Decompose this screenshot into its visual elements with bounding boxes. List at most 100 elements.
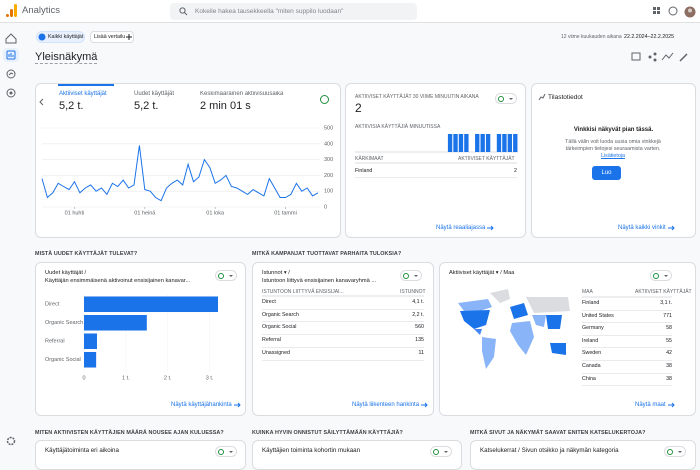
column-header: KÄRKIMAAT — [355, 156, 384, 162]
arrow — [487, 225, 495, 231]
row-divider — [262, 321, 424, 323]
row-divider — [582, 347, 672, 349]
row-label: Canada — [582, 363, 601, 369]
section-heading: MITEN AKTIIVISTEN KÄYTTÄJIEN MÄÄRÄ NOUSE… — [35, 430, 224, 436]
insights-card — [531, 83, 696, 238]
top-icons[interactable] — [652, 6, 696, 18]
plus-icon — [126, 34, 132, 40]
insights-title: Tilastotiedot — [548, 94, 583, 101]
logo[interactable] — [6, 4, 18, 18]
segment-chip[interactable] — [36, 31, 85, 43]
tab-label[interactable]: Keskimääräinen aktiivisuusaika — [200, 91, 284, 97]
status-menu[interactable] — [400, 270, 422, 281]
section-heading: MISTÄ UUDET KÄYTTÄJÄT TULEVAT? — [35, 251, 138, 257]
column-header: AKTIIVISET KÄYTTÄJÄT — [635, 289, 692, 295]
campaigns-card — [252, 262, 434, 416]
link-text[interactable]: Näytä käyttäjähankinta — [171, 402, 232, 408]
tab-label[interactable]: Aktiiviset käyttäjät — [59, 91, 107, 97]
page-title: Yleisnäkymä — [35, 51, 98, 64]
row-value: 3,1 t. — [660, 300, 672, 306]
search-icon — [179, 7, 188, 16]
segment-icon — [38, 33, 46, 41]
countries-card — [439, 262, 696, 416]
column-header: AKTIIVISET KÄYTTÄJÄT — [458, 156, 515, 162]
insights-body: Tällä välin voit luoda uusia omia vinkke… — [553, 139, 673, 160]
link-text[interactable]: Näytä reaaliajassa — [436, 225, 486, 231]
page: Analytics Kokeile hakea tausekkeella "mi… — [0, 3, 700, 470]
card — [35, 440, 246, 470]
section-heading: MITKÄ KAMPANJAT TUOTTAVAT PARHAITA TULOK… — [252, 251, 402, 257]
row-value: 38 — [666, 375, 672, 382]
status-icon[interactable] — [320, 95, 329, 104]
row-label: Organic Search — [262, 311, 299, 318]
row-value: 11 — [418, 349, 425, 356]
row-divider — [582, 385, 672, 387]
card-title: Käyttäjätoiminta eri aikoina — [45, 447, 119, 454]
app-name[interactable]: Analytics — [22, 5, 61, 16]
row-label: China — [582, 375, 596, 382]
arrow — [233, 402, 241, 408]
tab-indicator — [58, 84, 114, 86]
arrow — [667, 225, 675, 231]
card-title[interactable]: Aktiiviset käyttäjät ▾ / Maa — [449, 270, 515, 276]
card-subtitle[interactable]: Istuntoon liittyvä ensisijainen kanavary… — [262, 278, 377, 284]
realtime-value: 2 — [355, 101, 362, 115]
status-menu[interactable] — [664, 446, 686, 457]
insights-link[interactable]: Näytä kaikki vinkit — [618, 225, 675, 231]
tab-label[interactable]: Uudet käyttäjät — [134, 91, 175, 97]
status-menu[interactable] — [495, 93, 517, 104]
row-label: Germany — [582, 325, 604, 332]
row-divider — [262, 359, 424, 361]
prev-arrow[interactable] — [39, 98, 45, 106]
row-divider — [582, 322, 672, 324]
card-title: Käyttäjien toiminta kohortin mukaan — [262, 447, 361, 454]
column-header: MAA — [582, 289, 593, 295]
page-actions[interactable] — [630, 51, 690, 63]
link-text[interactable]: Näytä kaikki vinkit — [618, 225, 666, 231]
card — [470, 440, 696, 470]
status-menu[interactable] — [430, 446, 452, 457]
insights-heading: Vinkkisi näkyvät pian tässä. — [573, 127, 654, 133]
search-box[interactable] — [170, 3, 417, 20]
row-label: Finland — [355, 168, 373, 174]
tab-value: 2 min 01 s — [200, 100, 251, 112]
comparison-button[interactable] — [90, 31, 134, 43]
status-menu[interactable] — [215, 446, 237, 457]
status-menu[interactable] — [650, 270, 672, 281]
status-menu[interactable] — [215, 270, 237, 281]
realtime-title: AKTIIVISET KÄYTTÄJÄT 30 VIIME MINUUTIN A… — [355, 94, 479, 100]
campaigns-link[interactable]: Näytä liikenteen hankinta — [352, 402, 428, 408]
search-placeholder: Kokeile hakea tausekkeella "miten suppil… — [195, 8, 344, 15]
period-label[interactable]: 12 viime kuukauden aikana — [561, 34, 622, 40]
comparison-label[interactable]: Lisää vertailu — [94, 34, 126, 40]
row-value: 42 — [666, 350, 672, 357]
realtime-link[interactable]: Näytä reaaliajassa — [436, 225, 495, 231]
row-divider — [582, 334, 672, 336]
insights-icon — [538, 93, 546, 101]
row-label: Sweden — [582, 350, 602, 357]
card-title[interactable]: Katselukerrat / Sivun otsikko ja näkymän… — [480, 447, 619, 454]
world-map — [458, 289, 570, 369]
row-divider — [262, 346, 424, 348]
row-value: 771 — [663, 312, 672, 319]
column-header: ISTUNNOT — [400, 289, 426, 295]
learn-more[interactable]: Lisätietoja — [601, 153, 625, 159]
acquisition-link[interactable]: Näytä käyttäjähankinta — [171, 402, 241, 408]
row-label: Unassigned — [262, 349, 290, 356]
segment-label[interactable]: Kaikki käyttäjät — [48, 34, 84, 40]
row-value: 135 — [415, 337, 424, 344]
date-range[interactable]: 22.2.2024–22.2.2025 — [624, 34, 675, 40]
row-divider — [582, 360, 672, 361]
row-value: 2,2 t. — [412, 311, 424, 318]
card-title[interactable]: Istunnot ▾ / — [262, 270, 290, 276]
row-label: Referral — [262, 337, 281, 344]
arrow — [421, 402, 428, 408]
create-button[interactable]: Luo — [592, 166, 621, 180]
link-text[interactable]: Näytä maat — [635, 402, 666, 408]
row-divider — [582, 372, 672, 374]
countries-link[interactable]: Näytä maat — [635, 402, 675, 408]
card-subtitle[interactable]: Käyttäjän ensimmäisenä aktivoinut ensisi… — [45, 278, 191, 284]
column-header: ISTUNTOON LIITTYVÄ ENSISIJAI... — [262, 289, 344, 295]
sidebar[interactable] — [2, 28, 20, 448]
link-text[interactable]: Näytä liikenteen hankinta — [352, 402, 420, 408]
